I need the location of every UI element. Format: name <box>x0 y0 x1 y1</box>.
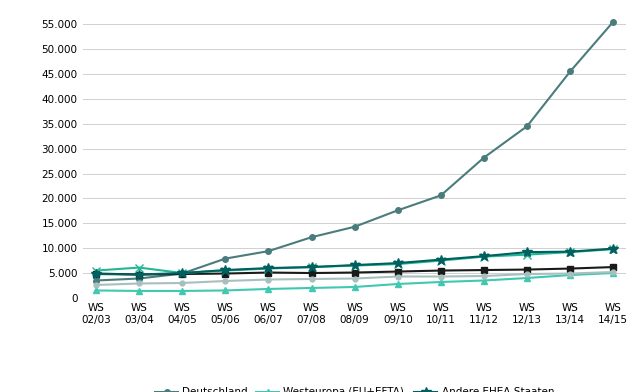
Ost-/Südosteuropa (EU) <box>222 268 229 273</box>
Line: Deutschland: Deutschland <box>93 19 616 283</box>
Westeuropa (EU+EFTA) <box>92 288 100 293</box>
Deutschland <box>523 124 531 129</box>
Nicht-EHEA-Staaten <box>92 283 100 287</box>
Westeuropa (EU+EFTA) <box>135 289 143 293</box>
Ost-/Südosteuropa (EU) <box>135 265 143 270</box>
Nicht-EHEA-Staaten <box>351 276 358 281</box>
Deutschland <box>135 276 143 281</box>
Westeuropa (EU+EFTA) <box>394 281 401 286</box>
Ost-/Südosteuropa (EU) <box>610 247 617 252</box>
Südtirol <box>523 267 531 272</box>
Andere EHEA-Staaten <box>394 261 401 265</box>
Nicht-EHEA-Staaten <box>308 277 316 281</box>
Nicht-EHEA-Staaten <box>610 270 617 274</box>
Andere EHEA-Staaten <box>437 257 445 262</box>
Legend: Deutschland, Südtirol, Westeuropa (EU+EFTA), Ost-/Südosteuropa (EU), Andere EHEA: Deutschland, Südtirol, Westeuropa (EU+EF… <box>151 383 558 392</box>
Südtirol <box>566 266 574 271</box>
Südtirol <box>480 268 488 272</box>
Andere EHEA-Staaten <box>480 254 488 258</box>
Andere EHEA-Staaten <box>351 263 358 267</box>
Deutschland <box>437 193 445 198</box>
Südtirol <box>222 271 229 276</box>
Line: Andere EHEA-Staaten: Andere EHEA-Staaten <box>91 244 618 279</box>
Andere EHEA-Staaten <box>178 271 186 276</box>
Westeuropa (EU+EFTA) <box>437 279 445 284</box>
Südtirol <box>394 269 401 274</box>
Line: Südtirol: Südtirol <box>93 264 616 277</box>
Nicht-EHEA-Staaten <box>566 271 574 276</box>
Ost-/Südosteuropa (EU) <box>92 268 100 273</box>
Südtirol <box>437 268 445 273</box>
Andere EHEA-Staaten <box>222 268 229 272</box>
Andere EHEA-Staaten <box>610 246 617 251</box>
Andere EHEA-Staaten <box>265 266 272 270</box>
Südtirol <box>351 270 358 275</box>
Andere EHEA-Staaten <box>92 272 100 276</box>
Westeuropa (EU+EFTA) <box>178 289 186 293</box>
Ost-/Südosteuropa (EU) <box>566 250 574 254</box>
Ost-/Südosteuropa (EU) <box>394 262 401 267</box>
Deutschland <box>566 69 574 74</box>
Nicht-EHEA-Staaten <box>178 281 186 285</box>
Südtirol <box>265 270 272 275</box>
Nicht-EHEA-Staaten <box>222 279 229 283</box>
Deutschland <box>222 256 229 261</box>
Deutschland <box>610 19 617 24</box>
Andere EHEA-Staaten <box>566 249 574 254</box>
Nicht-EHEA-Staaten <box>480 274 488 278</box>
Westeuropa (EU+EFTA) <box>308 286 316 290</box>
Westeuropa (EU+EFTA) <box>523 276 531 280</box>
Deutschland <box>265 249 272 254</box>
Ost-/Südosteuropa (EU) <box>480 254 488 259</box>
Ost-/Südosteuropa (EU) <box>351 263 358 268</box>
Westeuropa (EU+EFTA) <box>351 285 358 289</box>
Westeuropa (EU+EFTA) <box>222 288 229 293</box>
Ost-/Südosteuropa (EU) <box>437 258 445 263</box>
Line: Ost-/Südosteuropa (EU): Ost-/Südosteuropa (EU) <box>92 245 617 277</box>
Deutschland <box>480 155 488 160</box>
Nicht-EHEA-Staaten <box>437 274 445 279</box>
Deutschland <box>178 271 186 276</box>
Andere EHEA-Staaten <box>308 265 316 269</box>
Westeuropa (EU+EFTA) <box>566 273 574 278</box>
Deutschland <box>394 208 401 213</box>
Andere EHEA-Staaten <box>523 250 531 254</box>
Westeuropa (EU+EFTA) <box>480 278 488 283</box>
Ost-/Südosteuropa (EU) <box>265 266 272 271</box>
Line: Westeuropa (EU+EFTA): Westeuropa (EU+EFTA) <box>93 270 616 294</box>
Ost-/Südosteuropa (EU) <box>523 252 531 257</box>
Nicht-EHEA-Staaten <box>394 274 401 279</box>
Südtirol <box>135 272 143 277</box>
Nicht-EHEA-Staaten <box>135 281 143 286</box>
Südtirol <box>178 272 186 276</box>
Westeuropa (EU+EFTA) <box>610 271 617 276</box>
Südtirol <box>308 271 316 276</box>
Deutschland <box>308 235 316 240</box>
Andere EHEA-Staaten <box>135 272 143 277</box>
Nicht-EHEA-Staaten <box>523 272 531 276</box>
Deutschland <box>92 278 100 283</box>
Ost-/Südosteuropa (EU) <box>178 271 186 276</box>
Südtirol <box>92 271 100 276</box>
Nicht-EHEA-Staaten <box>265 277 272 282</box>
Deutschland <box>351 224 358 229</box>
Westeuropa (EU+EFTA) <box>265 287 272 291</box>
Südtirol <box>610 265 617 269</box>
Line: Nicht-EHEA-Staaten: Nicht-EHEA-Staaten <box>93 270 616 287</box>
Ost-/Südosteuropa (EU) <box>308 265 316 269</box>
